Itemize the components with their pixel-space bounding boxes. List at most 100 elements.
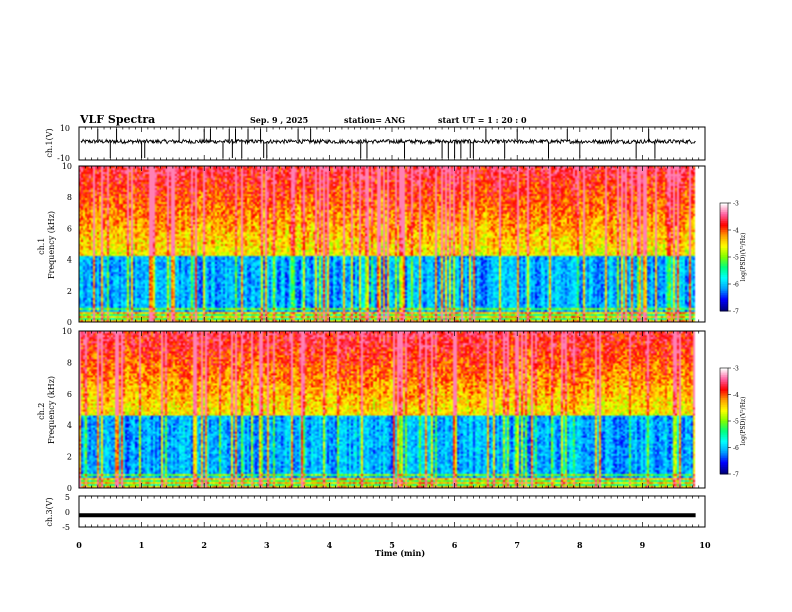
- colorbar-segment: [720, 380, 728, 383]
- colorbar-segment: [720, 235, 728, 238]
- colorbar-segment: [720, 219, 728, 222]
- colorbar-segment: [720, 303, 728, 307]
- colorbar-tick-label: -7: [733, 472, 739, 479]
- colorbar-segment: [720, 215, 728, 218]
- xaxis-tick-label: 1: [139, 540, 145, 550]
- colorbar-segment: [720, 392, 728, 395]
- freq-tick-label: 10: [62, 327, 72, 336]
- colorbar-tick-label: -7: [733, 309, 739, 316]
- colorbar-segment: [720, 394, 728, 397]
- colorbar-segment: [720, 403, 728, 406]
- colorbar-segment: [720, 458, 728, 461]
- colorbar-segment: [720, 282, 728, 285]
- colorbar-segment: [720, 213, 728, 217]
- freq-tick-label: 2: [67, 287, 72, 296]
- colorbar-segment: [720, 396, 728, 399]
- colorbar-segment: [720, 387, 728, 390]
- colorbar-segment: [720, 390, 728, 394]
- figure-title: VLF Spectra: [79, 113, 155, 126]
- colorbar-tick-label: -4: [733, 392, 739, 399]
- colorbar-segment: [720, 309, 728, 312]
- colorbar-segment: [720, 410, 728, 413]
- colorbar-segment: [720, 412, 728, 415]
- colorbar-segment: [720, 305, 728, 308]
- ch1-spikes: [97, 129, 656, 158]
- colorbar-segment: [720, 271, 728, 274]
- colorbar-segment: [720, 264, 728, 267]
- colorbar-segment: [720, 452, 728, 456]
- ch1-spectrogram-ticks: [78, 166, 706, 322]
- colorbar-segment: [720, 465, 728, 468]
- colorbar-segment: [720, 443, 728, 447]
- xaxis-tick-label: 8: [577, 540, 583, 550]
- colorbar-segment: [720, 203, 728, 206]
- colorbar-segment: [720, 461, 728, 464]
- ch3-ytick-mid: 0: [65, 508, 70, 517]
- colorbar-segment: [720, 389, 728, 392]
- ch2-spectrogram-panel: ch.2 Frequency (kHz) 0 2 4 6 8 10 -3 -4 -5 -6 -7 l…: [37, 327, 747, 493]
- colorbar-segment: [720, 413, 728, 417]
- colorbar-label: log(PSD)(V²/Hz): [740, 233, 747, 282]
- colorbar-segment: [720, 408, 728, 411]
- xaxis-tick-label: 7: [514, 540, 520, 550]
- colorbar-segment: [720, 206, 728, 209]
- colorbar-segment: [720, 382, 728, 385]
- colorbar-segment: [720, 383, 728, 387]
- colorbar-segment: [720, 302, 728, 305]
- colorbar-segment: [720, 260, 728, 263]
- colorbar-segment: [720, 463, 728, 466]
- colorbar-segment: [720, 296, 728, 299]
- colorbar-segment: [720, 440, 728, 443]
- colorbar-segment: [720, 385, 728, 388]
- colorbar-segment: [720, 415, 728, 418]
- colorbar-segment: [720, 375, 728, 378]
- freq-tick-label: 2: [67, 453, 72, 462]
- colorbar-segment: [720, 405, 728, 408]
- colorbar-segment: [720, 208, 728, 211]
- xaxis-tick-label: 5: [389, 540, 395, 550]
- colorbar-segment: [720, 280, 728, 283]
- freq-tick-label: 8: [67, 358, 72, 367]
- freq-tick-label: 0: [67, 484, 72, 493]
- colorbar-segment: [720, 249, 728, 253]
- colorbar-segment: [720, 276, 728, 280]
- ch2-colorbar: -3 -4 -5 -6 -7 log(PSD)(V²/Hz): [719, 366, 747, 479]
- colorbar-segment: [720, 436, 728, 440]
- xaxis-tick-label: 0: [76, 540, 82, 550]
- colorbar-segment: [720, 221, 728, 224]
- freq-tick-label: 10: [62, 162, 72, 171]
- xaxis-tick-label: 4: [327, 540, 333, 550]
- colorbar-segment: [720, 289, 728, 292]
- colorbar-segment: [720, 237, 728, 240]
- ch1-waveform-panel: ch.1(V) 10 -10: [45, 124, 706, 163]
- colorbar-tick-label: -6: [733, 445, 739, 452]
- ch2-spectrogram-ylabel-freq: Frequency (kHz): [47, 376, 56, 444]
- colorbar-segment: [720, 285, 728, 289]
- ch1-ticks: [78, 127, 706, 160]
- ch3-waveform-panel: ch.3(V) 5 0 -5: [45, 493, 706, 532]
- colorbar-segment: [720, 454, 728, 457]
- colorbar-segment: [720, 401, 728, 404]
- ch1-spectrogram-panel: ch.1 Frequency (kHz) 0 2 4 6 8 10 -3 -4 -5 -6 -7 l…: [37, 162, 747, 327]
- colorbar-segment: [720, 228, 728, 231]
- colorbar-segment: [720, 468, 728, 471]
- colorbar-segment: [720, 251, 728, 254]
- xaxis-tick-label: 9: [640, 540, 646, 550]
- ch1-waveform-line: [80, 137, 696, 146]
- colorbar-segment: [720, 426, 728, 429]
- colorbar-segment: [720, 419, 728, 422]
- colorbar-segment: [720, 417, 728, 420]
- colorbar-segment: [720, 438, 728, 441]
- colorbar-segment: [720, 222, 728, 226]
- ch1-ylabel: ch.1(V): [45, 128, 54, 157]
- colorbar-segment: [720, 398, 728, 401]
- colorbar-segment: [720, 428, 728, 431]
- colorbar-segment: [720, 248, 728, 251]
- freq-tick-label: 0: [67, 318, 72, 327]
- ch2-spectrogram-ylabel-channel: ch.2: [37, 403, 46, 420]
- colorbar-segment: [720, 275, 728, 278]
- ch3-ytick-top: 5: [65, 493, 70, 502]
- ch3-ytick-bottom: -5: [62, 523, 70, 532]
- colorbar-segment: [720, 253, 728, 256]
- freq-tick-label: 4: [67, 256, 72, 265]
